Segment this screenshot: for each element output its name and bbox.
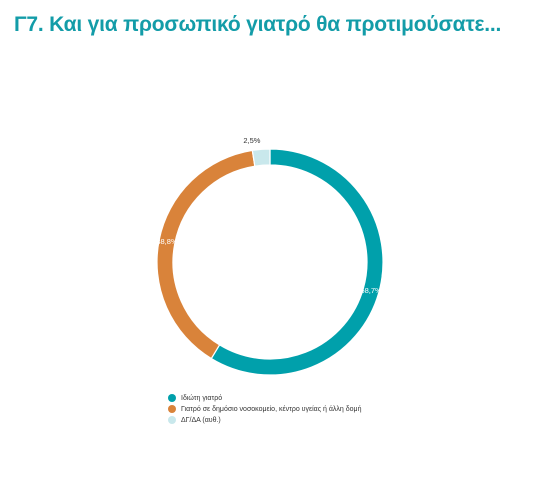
legend-label: ΔΓ/ΔΑ (αυθ.) — [181, 416, 221, 424]
donut-slice-1 — [210, 148, 384, 376]
legend-swatch — [168, 416, 176, 424]
donut-slice-2 — [156, 149, 256, 360]
chart-legend: Ιδιώτη γιατρό Γιατρό σε δημόσιο νοσοκομεί… — [168, 393, 361, 426]
legend-item: ΔΓ/ΔΑ (αυθ.) — [168, 415, 361, 425]
data-label-slice-1: 58,7% — [360, 286, 382, 295]
legend-swatch — [168, 394, 176, 402]
chart-title: Γ7. Και για προσωπικό γιατρό θα προτιμού… — [14, 13, 502, 36]
data-label-slice-2: 38,8% — [156, 237, 178, 246]
donut-slice-3 — [251, 148, 271, 167]
legend-label: Γιατρό σε δημόσιο νοσοκομείο, κέντρο υγε… — [181, 405, 362, 413]
legend-swatch — [168, 405, 176, 413]
legend-item: Γιατρό σε δημόσιο νοσοκομείο, κέντρο υγε… — [168, 404, 361, 414]
data-label-slice-3: 2,5% — [243, 136, 260, 145]
legend-item: Ιδιώτη γιατρό — [168, 393, 361, 403]
legend-label: Ιδιώτη γιατρό — [181, 394, 223, 402]
